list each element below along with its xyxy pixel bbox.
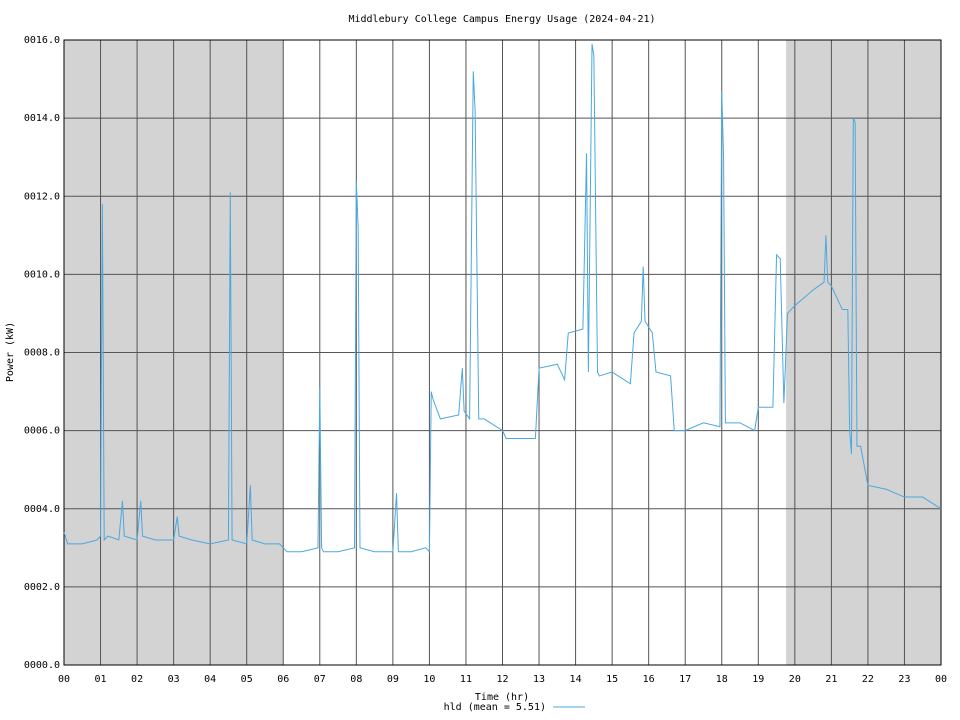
x-tick-label: 03 xyxy=(168,674,180,685)
x-tick-label: 01 xyxy=(95,674,107,685)
x-tick-label: 06 xyxy=(277,674,289,685)
plot-border xyxy=(63,39,942,666)
x-tick-label: 18 xyxy=(716,674,728,685)
x-tick-label: 12 xyxy=(496,674,508,685)
x-tick-label: 02 xyxy=(131,674,143,685)
data-line xyxy=(63,43,942,553)
x-tick-label: 07 xyxy=(314,674,326,685)
y-tick-label: 0006.0 xyxy=(24,426,60,437)
x-tick-label: 00 xyxy=(58,674,70,685)
x-tick-label: 09 xyxy=(387,674,399,685)
x-tick-label: 19 xyxy=(752,674,764,685)
y-tick-label: 0002.0 xyxy=(24,582,60,593)
x-tick-label: 11 xyxy=(460,674,472,685)
x-tick-label: 14 xyxy=(570,674,582,685)
chart-title: Middlebury College Campus Energy Usage (… xyxy=(348,14,655,25)
y-tick-label: 0008.0 xyxy=(24,348,60,359)
y-tick-label: 0010.0 xyxy=(24,269,60,280)
x-tick-label: 13 xyxy=(533,674,545,685)
y-tick-label: 0016.0 xyxy=(24,35,60,46)
y-tick-label: 0000.0 xyxy=(24,660,60,671)
x-tick-label: 04 xyxy=(204,674,216,685)
x-tick-label: 22 xyxy=(862,674,874,685)
y-tick-label: 0004.0 xyxy=(24,504,60,515)
x-tick-label: 10 xyxy=(423,674,435,685)
x-tick-label: 16 xyxy=(643,674,655,685)
x-tick-label: 17 xyxy=(679,674,691,685)
x-axis-label: Time (hr) xyxy=(475,692,529,703)
x-tick-label: 08 xyxy=(350,674,362,685)
y-tick-label: 0014.0 xyxy=(24,113,60,124)
x-tick-label: 05 xyxy=(241,674,253,685)
x-tick-label: 23 xyxy=(898,674,910,685)
x-tick-label: 15 xyxy=(606,674,618,685)
x-tick-label: 20 xyxy=(789,674,801,685)
y-axis-label: Power (kW) xyxy=(5,322,16,382)
legend-label: hld (mean = 5.51) xyxy=(444,702,546,713)
y-tick-label: 0012.0 xyxy=(24,191,60,202)
x-tick-label: 21 xyxy=(825,674,837,685)
x-tick-label: 00 xyxy=(935,674,947,685)
